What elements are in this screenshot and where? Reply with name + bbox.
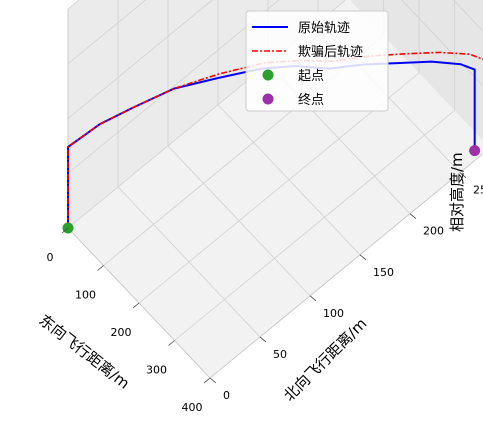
y-tick-mark bbox=[459, 172, 467, 178]
y-tick-label: 150 bbox=[373, 266, 394, 279]
grid-line-h-right bbox=[453, 0, 483, 32]
y-axis-label: 北向飞行距离/m bbox=[280, 315, 370, 405]
grid-line-h-right bbox=[401, 0, 483, 87]
x-tick-label: 300 bbox=[146, 364, 167, 377]
y-tick-label: 100 bbox=[323, 307, 344, 320]
z-axis-label: 相对高度/m bbox=[448, 152, 466, 232]
y-tick-mark bbox=[359, 254, 367, 261]
series-line-spoofed bbox=[67, 51, 483, 228]
x-tick-label: 400 bbox=[182, 401, 203, 414]
grid-line-h-left bbox=[67, 0, 213, 119]
y-tick-mark bbox=[259, 336, 267, 343]
x-tick-label: 0 bbox=[47, 251, 54, 264]
x-tick-label: 100 bbox=[75, 289, 96, 302]
y-tick-label: 0 bbox=[223, 389, 230, 402]
y-tick-mark bbox=[209, 377, 217, 384]
legend-marker-start bbox=[262, 69, 274, 81]
legend-box bbox=[245, 10, 389, 112]
y-tick-mark bbox=[309, 295, 317, 302]
y-tick-label: 250 bbox=[473, 184, 483, 197]
x-tick-mark bbox=[168, 340, 175, 346]
legend-label-spoofed: 欺骗后轨迹 bbox=[298, 45, 363, 60]
y-tick-label: 200 bbox=[423, 225, 444, 238]
legend-label-end: 终点 bbox=[298, 92, 324, 108]
y-tick-label: 50 bbox=[273, 348, 287, 361]
grid-line-y-floor bbox=[167, 145, 311, 297]
legend-label-start: 起点 bbox=[298, 69, 324, 84]
x-tick-mark bbox=[97, 265, 104, 271]
tick-labels: 01002003004000501001502002500123456 bbox=[47, 172, 483, 414]
x-tick-label: 200 bbox=[111, 326, 132, 339]
legend: 原始轨迹 欺骗后轨迹 起点 终点 bbox=[245, 10, 389, 112]
y-tick-mark bbox=[409, 213, 417, 220]
end-marker bbox=[469, 145, 481, 157]
grid-line-h-left bbox=[67, 0, 280, 174]
x-tick-mark bbox=[132, 302, 140, 309]
grid-line-x-floor bbox=[174, 110, 455, 341]
legend-label-original: 原始轨迹 bbox=[298, 21, 350, 36]
x-tick-mark bbox=[203, 377, 211, 384]
grid-line-y-floor bbox=[117, 186, 261, 338]
grid-line-y-floor bbox=[217, 104, 361, 256]
x-axis-label: 东向飞行距离/m bbox=[36, 311, 134, 393]
x-tick-mark bbox=[61, 227, 69, 234]
grid-line-h-left bbox=[67, 0, 147, 65]
legend-marker-end bbox=[262, 93, 274, 105]
